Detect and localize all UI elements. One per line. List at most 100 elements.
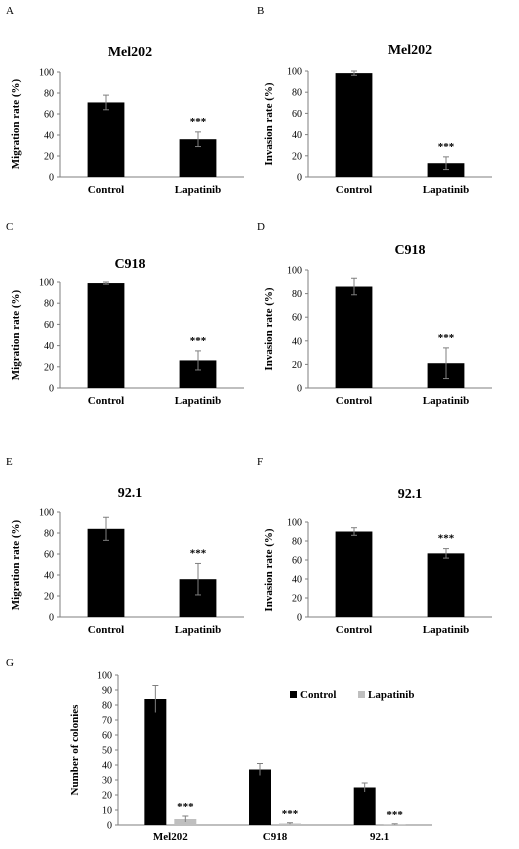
panel-letter: A [6,5,14,17]
y-tick-label: 20 [102,791,112,802]
chart-title: C918 [394,243,425,258]
y-tick-label: 100 [39,508,54,519]
x-tick-label: Lapatinib [423,395,469,407]
y-tick-label: 60 [292,556,302,567]
bar [87,283,125,388]
chart-title: 92.1 [118,486,143,501]
y-axis-label: Migration rate (%) [10,289,22,380]
bar [87,102,125,177]
y-tick-label: 20 [44,152,54,163]
y-tick-label: 40 [102,761,112,772]
y-tick-label: 20 [292,151,302,162]
x-tick-label: Control [88,395,124,407]
bar [427,163,465,177]
y-tick-label: 80 [292,289,302,300]
significance-label: *** [438,533,455,545]
x-tick-label: Lapatinib [423,624,469,636]
significance-label: *** [190,547,207,559]
significance-label: *** [438,141,455,153]
significance-label: *** [282,808,299,820]
panel-letter: G [6,657,14,669]
y-tick-label: 20 [292,360,302,371]
y-tick-label: 60 [44,320,54,331]
y-tick-label: 80 [292,537,302,548]
x-tick-label: Control [336,624,372,636]
y-tick-label: 0 [49,613,54,624]
y-tick-label: 90 [102,686,112,697]
y-tick-label: 80 [44,299,54,310]
panel-letter: D [257,221,265,233]
y-tick-label: 100 [287,266,302,277]
chart-panel-c: C C918 Migration rate (%) 0 20 40 60 80 100 Contr… [6,221,244,407]
y-tick-label: 0 [49,173,54,184]
y-tick-label: 100 [287,518,302,529]
y-axis-label: Number of colonies [69,704,81,796]
y-tick-label: 0 [49,384,54,395]
y-tick-label: 80 [44,529,54,540]
y-tick-label: 60 [292,313,302,324]
bar [335,73,373,177]
y-tick-label: 50 [102,746,112,757]
x-tick-label: Control [336,184,372,196]
x-tick-label: Lapatinib [175,184,221,196]
y-tick-label: 40 [44,341,54,352]
bar [335,531,373,617]
x-tick-label: C918 [263,831,288,843]
panel-letter: C [6,221,13,233]
y-tick-label: 40 [292,336,302,347]
y-tick-label: 40 [44,131,54,142]
y-tick-label: 40 [292,575,302,586]
y-tick-label: 80 [292,88,302,99]
bar [87,528,125,617]
legend: Control Lapatinib [290,689,414,701]
y-tick-label: 40 [44,571,54,582]
y-axis-label: Invasion rate (%) [263,528,275,611]
y-tick-label: 0 [107,821,112,832]
x-tick-label: 92.1 [370,831,389,843]
bar-control [249,769,271,825]
y-tick-label: 100 [39,68,54,79]
y-tick-label: 0 [297,384,302,395]
y-tick-label: 60 [292,109,302,120]
y-tick-label: 60 [44,550,54,561]
panel-letter: B [257,5,264,17]
y-tick-label: 70 [102,716,112,727]
significance-label: *** [386,809,403,821]
bar-control [353,787,376,825]
significance-label: *** [177,801,194,813]
chart-panel-f: F 92.1 Invasion rate (%) 0 20 40 60 80 100 Contro… [257,456,492,636]
bar [335,286,373,388]
x-tick-label: Control [336,395,372,407]
chart-title: Mel202 [388,43,432,58]
y-axis-label: Invasion rate (%) [263,287,275,370]
chart-title: 92.1 [398,487,423,502]
chart-panel-g: G Number of colonies 0 10 20 30 40 50 60 70 80 90 10… [6,657,432,843]
y-tick-label: 40 [292,130,302,141]
x-tick-label: Mel202 [153,831,188,843]
y-tick-label: 100 [287,67,302,78]
x-tick-label: Lapatinib [423,184,469,196]
y-tick-label: 30 [102,776,112,787]
y-tick-label: 0 [297,173,302,184]
x-tick-label: Control [88,624,124,636]
x-tick-label: Lapatinib [175,395,221,407]
chart-panel-e: E 92.1 Migration rate (%) 0 20 40 60 80 100 Contr… [6,456,244,636]
y-axis-label: Invasion rate (%) [263,82,275,165]
panel-letter: F [257,456,263,468]
x-tick-label: Control [88,184,124,196]
chart-panel-b: B Mel202 Invasion rate (%) 0 20 40 60 80 100 Cont… [257,5,492,196]
legend-swatch-control [290,691,297,698]
x-tick-label: Lapatinib [175,624,221,636]
y-tick-label: 80 [102,701,112,712]
y-tick-label: 0 [297,613,302,624]
y-axis-label: Migration rate (%) [10,519,22,610]
y-tick-label: 100 [97,671,112,682]
panel-letter: E [6,456,13,468]
bar [427,553,465,617]
chart-panel-a: A Mel202 Migration rate (%) 0 20 40 60 80 100 Con… [6,5,244,196]
y-tick-label: 10 [102,806,112,817]
y-axis-label: Migration rate (%) [10,78,22,169]
significance-label: *** [438,332,455,344]
bar-control [144,699,167,825]
